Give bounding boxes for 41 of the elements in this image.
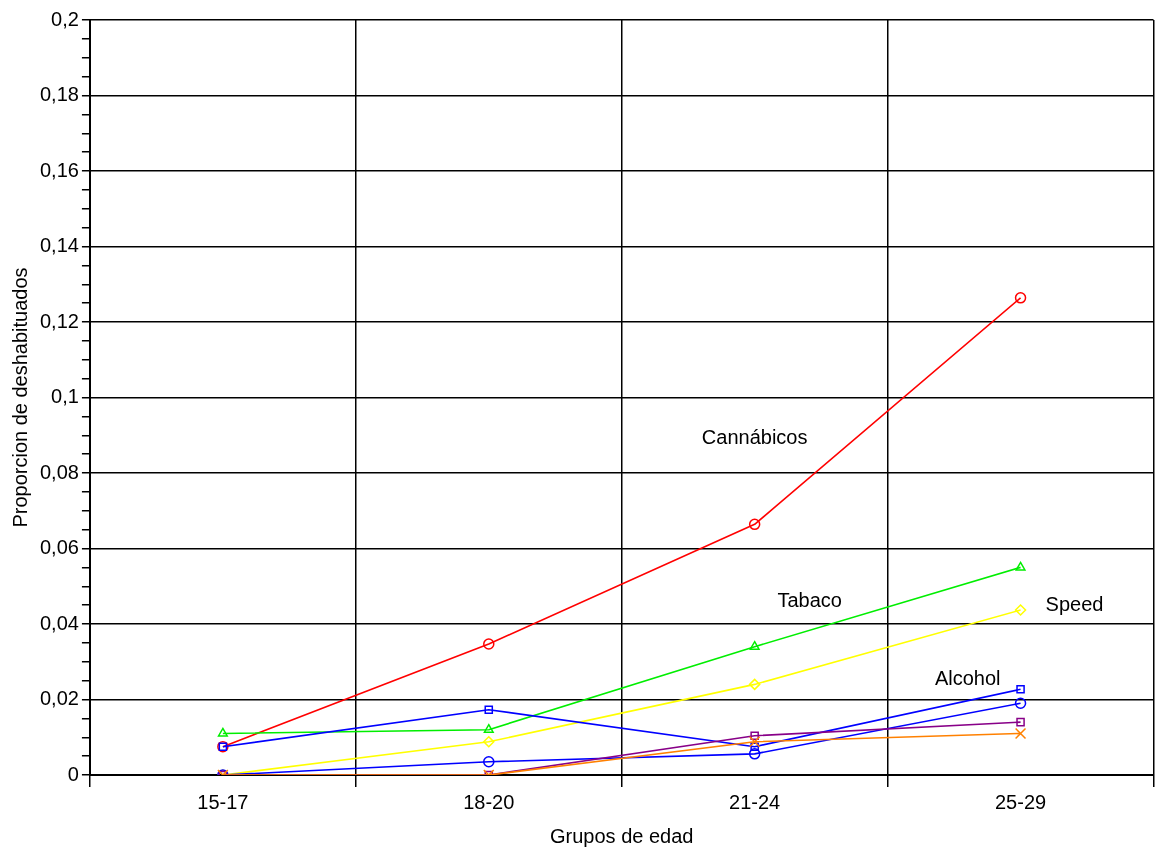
point	[1016, 685, 1025, 694]
y-tick-label: 0,18	[39, 83, 79, 106]
series-label: Speed	[1045, 592, 1104, 615]
point	[1015, 561, 1026, 571]
point	[748, 748, 761, 760]
y-tick-label: 0,16	[39, 158, 79, 181]
point	[483, 756, 495, 768]
x-tick-label: 18-20	[463, 790, 515, 813]
series-label: Tabaco	[777, 589, 842, 612]
y-tick-label: 0,14	[39, 234, 79, 257]
series-label: Cannábicos	[701, 425, 808, 448]
point	[1014, 697, 1027, 710]
y-tick-label: 0,08	[39, 460, 79, 483]
point	[750, 731, 759, 741]
point	[1014, 292, 1027, 304]
point	[484, 705, 494, 714]
x-tick-label: 15-17	[197, 790, 249, 813]
y-tick-label: 0,1	[51, 385, 79, 408]
y-tick-label: 0,04	[39, 611, 79, 634]
point	[749, 640, 760, 650]
y-tick-label: 0,06	[39, 536, 79, 559]
point	[483, 723, 494, 733]
point	[748, 518, 761, 531]
y-tick-label: 0	[67, 762, 79, 785]
point	[1016, 717, 1025, 727]
point	[1014, 727, 1027, 740]
point	[483, 736, 495, 748]
point	[748, 678, 761, 691]
point	[217, 727, 228, 737]
y-tick-label: 0,02	[39, 687, 79, 710]
point	[750, 742, 759, 751]
y-axis-title: Proporcion de deshabituados	[8, 267, 31, 528]
x-tick-label: 25-29	[994, 790, 1047, 813]
x-axis-title: Grupos de edad	[549, 824, 694, 847]
point	[1014, 604, 1027, 616]
series-label: Alcohol	[934, 666, 1001, 689]
x-tick-label: 21-24	[729, 790, 781, 813]
point	[483, 638, 495, 650]
y-tick-label: 0,2	[51, 7, 79, 30]
y-tick-label: 0,12	[39, 309, 79, 332]
point	[748, 736, 761, 748]
